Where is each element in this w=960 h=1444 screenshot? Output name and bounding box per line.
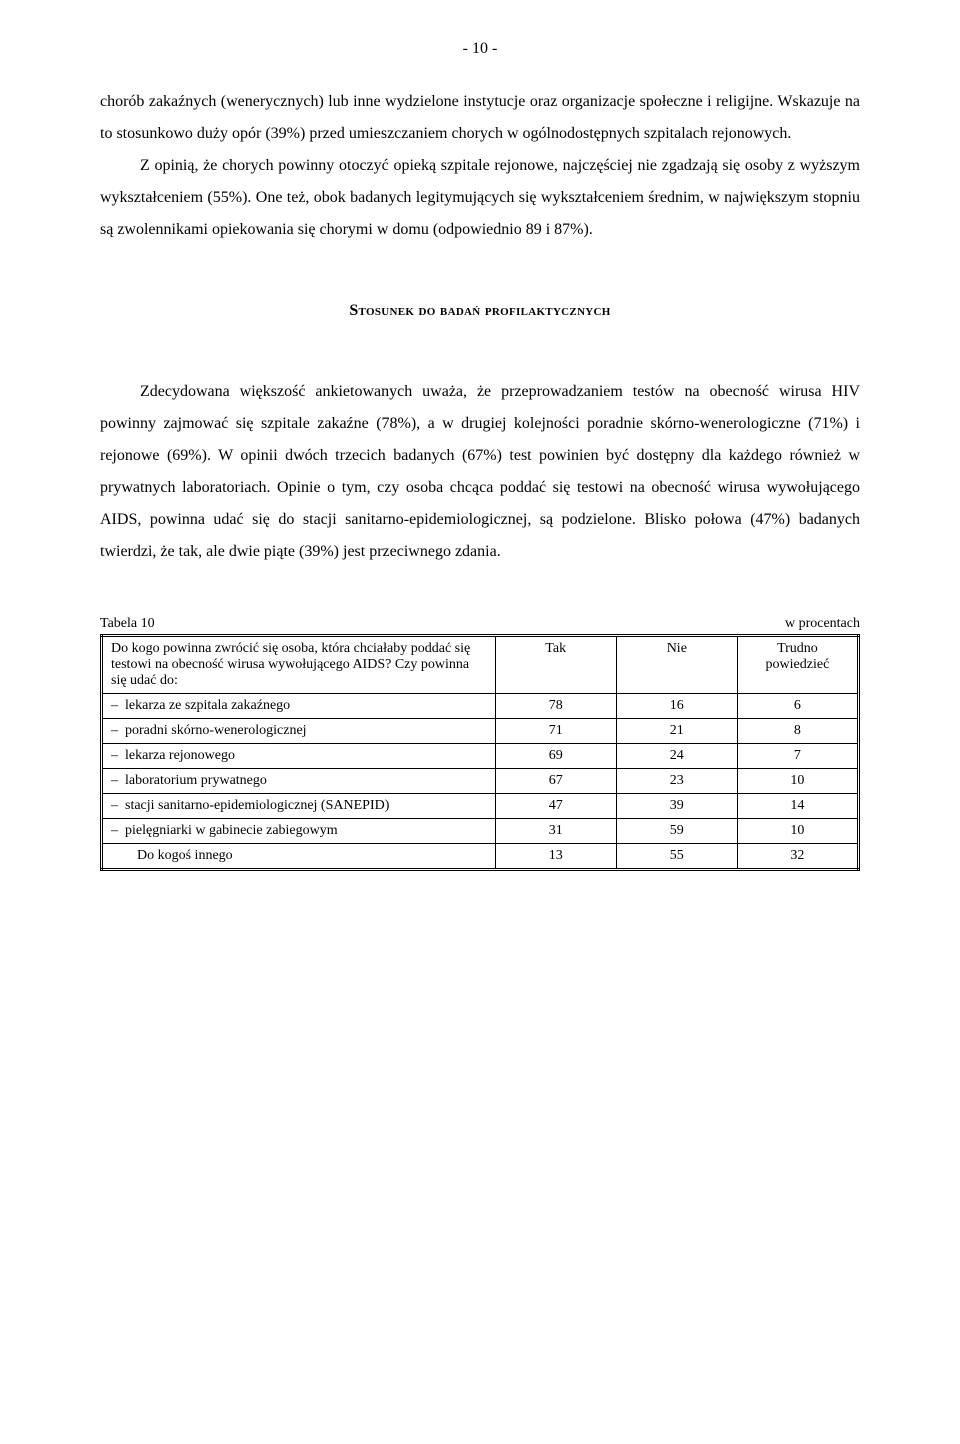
table-body: –lekarza ze szpitala zakaźnego 78 16 6 –… — [102, 694, 859, 870]
cell: 31 — [495, 819, 616, 844]
cell: 47 — [495, 794, 616, 819]
cell: 55 — [616, 844, 737, 870]
row-label: –lekarza rejonowego — [102, 744, 496, 769]
table-unit: w procentach — [785, 616, 860, 632]
cell: 13 — [495, 844, 616, 870]
data-table: Do kogo powinna zwrócić się osoba, która… — [100, 634, 860, 871]
table-col-trudno: Trudno powiedzieć — [737, 636, 858, 694]
document-page: - 10 - chorób zakaźnych (wenerycznych) l… — [0, 0, 960, 1444]
cell: 8 — [737, 719, 858, 744]
table-meta: Tabela 10 w procentach — [100, 616, 860, 632]
cell: 67 — [495, 769, 616, 794]
page-number: - 10 - — [100, 40, 860, 58]
table-container: Tabela 10 w procentach Do kogo powinna z… — [100, 616, 860, 871]
body-paragraph-1a: chorób zakaźnych (wenerycznych) lub inne… — [100, 86, 860, 150]
row-label: Do kogoś innego — [102, 844, 496, 870]
table-label: Tabela 10 — [100, 616, 155, 632]
cell: 59 — [616, 819, 737, 844]
row-label: –laboratorium prywatnego — [102, 769, 496, 794]
cell: 39 — [616, 794, 737, 819]
cell: 10 — [737, 819, 858, 844]
section-title: Stosunek do badań profilaktycznych — [100, 302, 860, 320]
cell: 32 — [737, 844, 858, 870]
cell: 6 — [737, 694, 858, 719]
cell: 69 — [495, 744, 616, 769]
table-row: –pielęgniarki w gabinecie zabiegowym 31 … — [102, 819, 859, 844]
table-row: –lekarza rejonowego 69 24 7 — [102, 744, 859, 769]
cell: 7 — [737, 744, 858, 769]
cell: 24 — [616, 744, 737, 769]
cell: 23 — [616, 769, 737, 794]
table-col-tak: Tak — [495, 636, 616, 694]
row-label: –pielęgniarki w gabinecie zabiegowym — [102, 819, 496, 844]
table-question-header: Do kogo powinna zwrócić się osoba, która… — [102, 636, 496, 694]
cell: 14 — [737, 794, 858, 819]
cell: 16 — [616, 694, 737, 719]
row-label: –stacji sanitarno-epidemiologicznej (SAN… — [102, 794, 496, 819]
cell: 21 — [616, 719, 737, 744]
row-label: –lekarza ze szpitala zakaźnego — [102, 694, 496, 719]
row-label: –poradni skórno-wenerologicznej — [102, 719, 496, 744]
table-col-nie: Nie — [616, 636, 737, 694]
cell: 10 — [737, 769, 858, 794]
table-row: –lekarza ze szpitala zakaźnego 78 16 6 — [102, 694, 859, 719]
table-row: –stacji sanitarno-epidemiologicznej (SAN… — [102, 794, 859, 819]
table-row: –poradni skórno-wenerologicznej 71 21 8 — [102, 719, 859, 744]
cell: 78 — [495, 694, 616, 719]
table-header-row: Do kogo powinna zwrócić się osoba, która… — [102, 636, 859, 694]
body-paragraph-1b: Z opinią, że chorych powinny otoczyć opi… — [100, 150, 860, 246]
cell: 71 — [495, 719, 616, 744]
table-row: –laboratorium prywatnego 67 23 10 — [102, 769, 859, 794]
table-row: Do kogoś innego 13 55 32 — [102, 844, 859, 870]
body-paragraph-2: Zdecydowana większość ankietowanych uważ… — [100, 376, 860, 568]
